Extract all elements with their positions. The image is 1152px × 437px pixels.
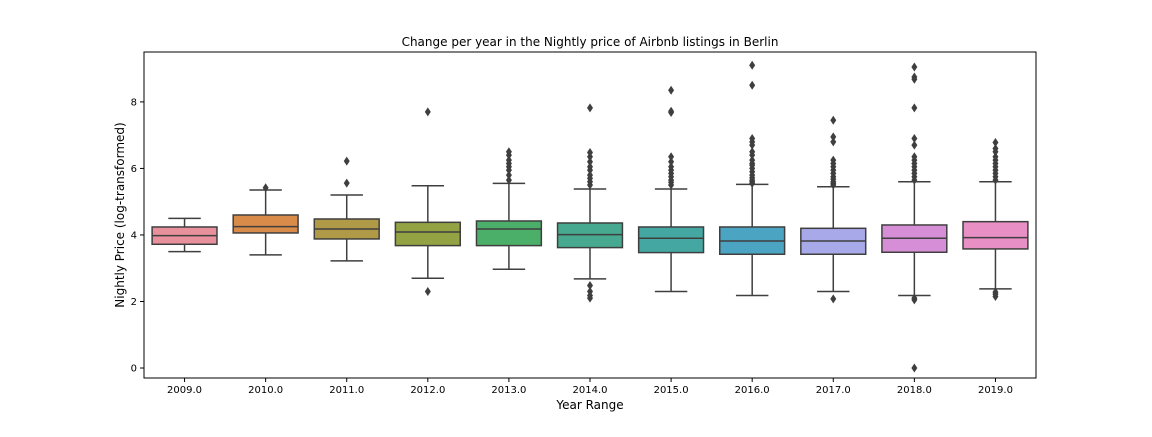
- chart-title: Change per year in the Nightly price of …: [402, 35, 779, 49]
- outlier-point: [749, 133, 756, 143]
- outlier-point: [830, 132, 837, 142]
- outlier-point: [911, 72, 918, 82]
- outlier-point: [587, 103, 593, 113]
- box-2019.0: [962, 220, 1029, 250]
- box-2010.0: [232, 214, 299, 234]
- box-2015.0: [637, 226, 705, 254]
- outlier-point: [992, 287, 999, 297]
- outlier-point: [668, 157, 675, 167]
- outlier-point: [505, 155, 512, 165]
- outlier-point: [668, 162, 675, 172]
- y-tick-label: 6: [131, 164, 137, 175]
- x-tick-label: 2017.0: [816, 385, 851, 396]
- y-tick-label: 8: [131, 97, 137, 108]
- outlier-point: [911, 103, 918, 113]
- outlier-point: [749, 155, 756, 165]
- outlier-point: [992, 137, 999, 147]
- outlier-point: [424, 107, 431, 117]
- outlier-point: [587, 287, 593, 297]
- outlier-point: [830, 137, 837, 147]
- box-2013.0: [475, 220, 543, 247]
- outlier-point: [830, 294, 837, 304]
- outlier-point: [668, 152, 675, 162]
- outlier-point: [992, 152, 999, 162]
- x-tick-label: 2016.0: [735, 385, 770, 396]
- outlier-point: [668, 106, 675, 116]
- outlier-point: [830, 155, 837, 165]
- x-tick-label: 2019.0: [978, 385, 1013, 396]
- outlier-point: [587, 147, 593, 157]
- outlier-point: [749, 147, 756, 157]
- outlier-point: [830, 115, 837, 125]
- outlier-point: [911, 133, 918, 143]
- x-tick-label: 2011.0: [329, 385, 364, 396]
- x-tick-label: 2014.0: [573, 385, 608, 396]
- outlier-point: [668, 85, 675, 95]
- outlier-point: [911, 62, 918, 72]
- outlier-point: [505, 175, 512, 185]
- outlier-point: [911, 152, 918, 162]
- outlier-point: [587, 157, 593, 167]
- y-tick-label: 2: [131, 297, 137, 308]
- outlier-point: [749, 60, 756, 70]
- outlier-point: [424, 287, 431, 297]
- y-axis-label: Nightly Price (log-transformed): [113, 122, 127, 307]
- outlier-point: [587, 170, 593, 180]
- outlier-point: [911, 363, 918, 373]
- x-tick-label: 2018.0: [897, 385, 932, 396]
- box-2012.0: [394, 221, 462, 247]
- outlier-point: [343, 156, 350, 166]
- x-axis-label: Year Range: [555, 398, 623, 412]
- x-tick-label: 2010.0: [248, 385, 283, 396]
- y-tick-label: 0: [131, 364, 137, 375]
- outlier-point: [992, 143, 999, 153]
- y-tick-label: 4: [131, 230, 137, 241]
- outlier-point: [749, 80, 756, 90]
- outlier-point: [262, 183, 269, 193]
- outlier-point: [911, 293, 918, 303]
- x-tick-label: 2013.0: [491, 385, 526, 396]
- outlier-point: [343, 178, 350, 188]
- x-tick-label: 2015.0: [654, 385, 689, 396]
- plot-area: 0 2 4 6 8 2009.0 2010.0 2011.0 2012.0 2013.0 2014.…: [131, 51, 1037, 396]
- outlier-point: [505, 170, 512, 180]
- outlier-point: [587, 281, 593, 291]
- outlier-point: [505, 147, 512, 157]
- outlier-point: [587, 162, 593, 172]
- outlier-point: [911, 140, 918, 150]
- x-tick-label: 2009.0: [167, 385, 202, 396]
- x-tick-label: 2012.0: [410, 385, 445, 396]
